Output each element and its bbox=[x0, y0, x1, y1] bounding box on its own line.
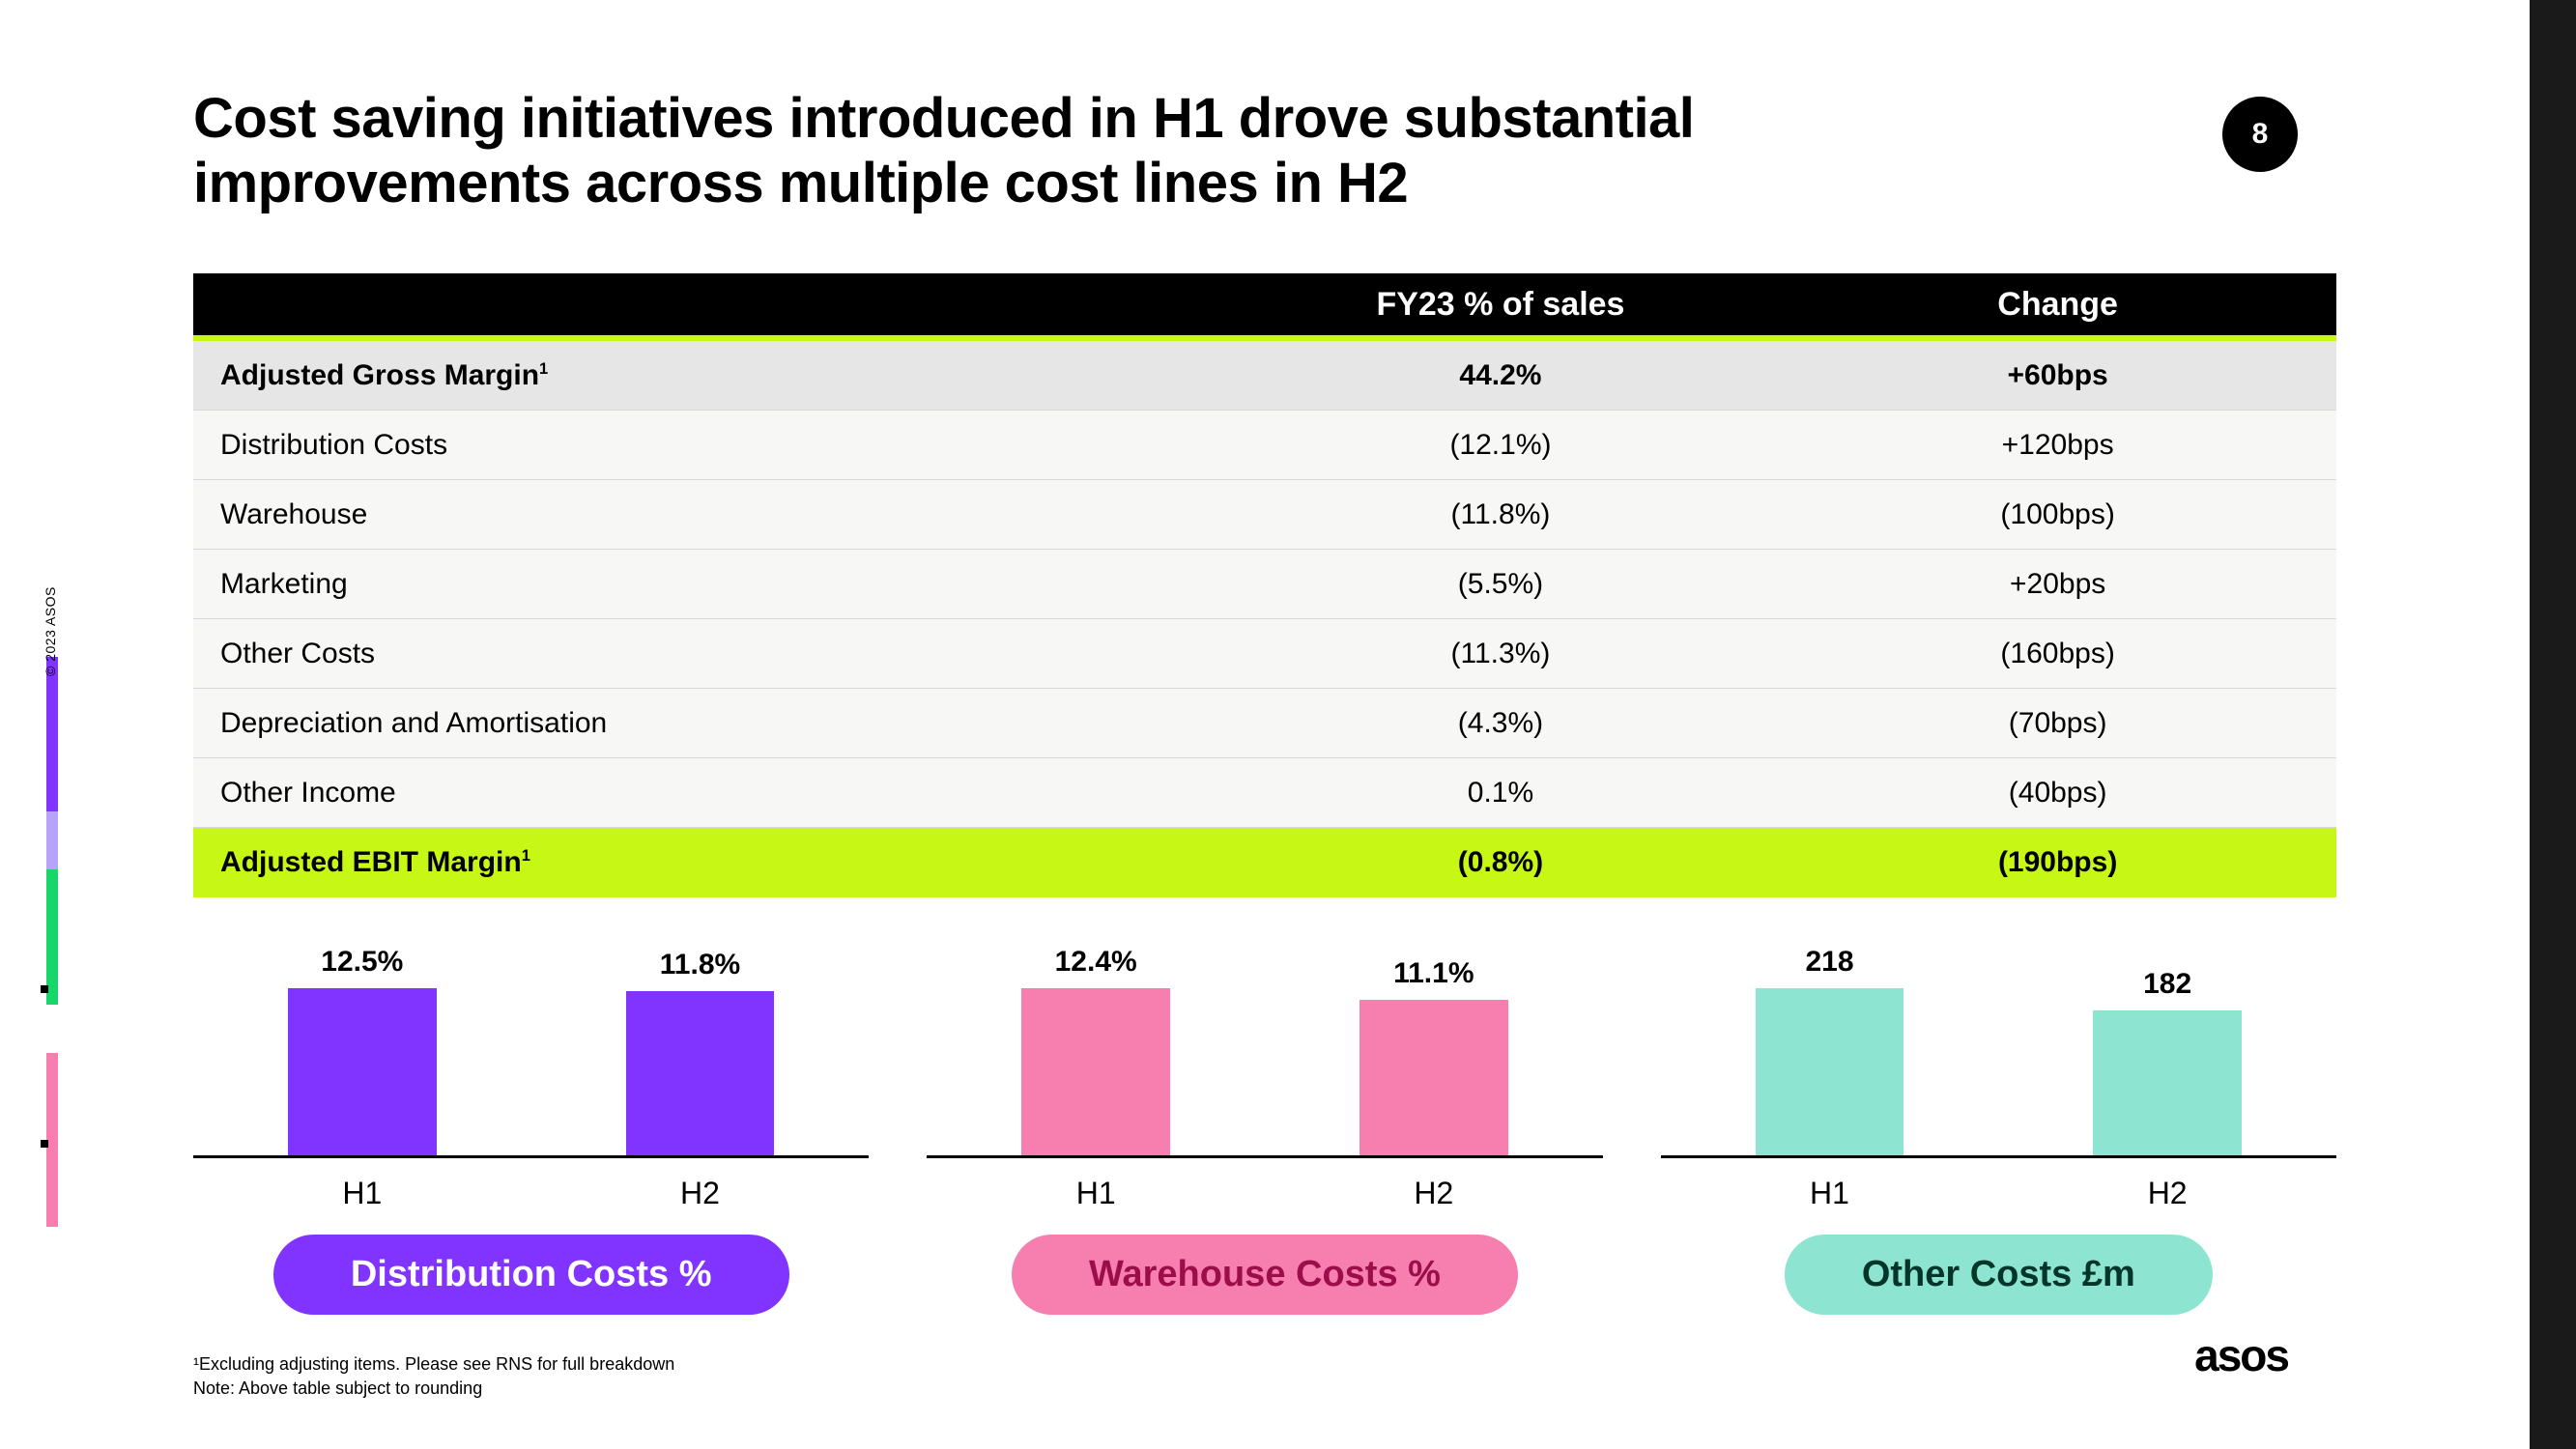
row-value: 44.2% bbox=[1222, 359, 1780, 392]
chart-xaxis: H1 H2 bbox=[927, 1176, 1602, 1211]
strip-segment bbox=[46, 1005, 58, 1053]
chart-xaxis: H1 H2 bbox=[1661, 1176, 2336, 1211]
chart-xaxis: H1 H2 bbox=[193, 1176, 869, 1211]
row-change: (70bps) bbox=[1779, 707, 2336, 740]
row-label: Other Costs bbox=[193, 638, 1222, 670]
footnote-2: Note: Above table subject to rounding bbox=[193, 1377, 674, 1401]
viewer-scrollbar[interactable] bbox=[2530, 0, 2576, 1449]
bar-group: 11.1% bbox=[1299, 946, 1569, 1155]
chart: 12.5% 11.8% H1 H2 Distribution Costs % bbox=[193, 946, 869, 1315]
bar-value-label: 182 bbox=[2143, 968, 2191, 1001]
row-change: (100bps) bbox=[1779, 498, 2336, 531]
bar-value-label: 218 bbox=[1805, 946, 1853, 979]
charts-row: 12.5%11.8%H1H2Distribution Costs %12.4%1… bbox=[193, 946, 2336, 1315]
cost-table: FY23 % of sales Change Adjusted Gross Ma… bbox=[193, 273, 2336, 897]
table-row: Distribution Costs(12.1%)+120bps bbox=[193, 411, 2336, 480]
bar bbox=[1756, 988, 1904, 1155]
table-row: Warehouse(11.8%)(100bps) bbox=[193, 480, 2336, 550]
row-change: +20bps bbox=[1779, 568, 2336, 601]
page-title: Cost saving initiatives introduced in H1… bbox=[193, 87, 2029, 215]
row-change: +120bps bbox=[1779, 429, 2336, 462]
bar bbox=[1021, 988, 1170, 1155]
bar bbox=[1360, 1000, 1508, 1155]
strip-segment bbox=[46, 869, 58, 1005]
chart-title-pill: Warehouse Costs % bbox=[1012, 1235, 1518, 1315]
bar-group: 11.8% bbox=[565, 946, 836, 1155]
xaxis-label: H1 bbox=[960, 1176, 1231, 1211]
chart-title-pill: Distribution Costs % bbox=[273, 1235, 789, 1315]
row-change: (40bps) bbox=[1779, 777, 2336, 810]
table-row: Other Costs(11.3%)(160bps) bbox=[193, 619, 2336, 689]
row-value: (0.8%) bbox=[1222, 846, 1780, 879]
row-label: Adjusted Gross Margin1 bbox=[193, 359, 1222, 392]
row-value: (11.8%) bbox=[1222, 498, 1780, 531]
row-value: (5.5%) bbox=[1222, 568, 1780, 601]
row-label: Marketing bbox=[193, 568, 1222, 601]
row-label: Distribution Costs bbox=[193, 429, 1222, 462]
bar-group: 12.4% bbox=[960, 946, 1231, 1155]
xaxis-label: H2 bbox=[1299, 1176, 1569, 1211]
chart: 218 182 H1 H2 Other Costs £m bbox=[1661, 946, 2336, 1315]
bar-group: 182 bbox=[2032, 946, 2303, 1155]
bar-group: 218 bbox=[1695, 946, 1965, 1155]
bar-value-label: 12.5% bbox=[321, 946, 403, 979]
xaxis-label: H2 bbox=[565, 1176, 836, 1211]
row-value: (11.3%) bbox=[1222, 638, 1780, 670]
side-dot bbox=[41, 1140, 48, 1148]
table-body: Adjusted Gross Margin144.2%+60bpsDistrib… bbox=[193, 341, 2336, 897]
xaxis-label: H1 bbox=[227, 1176, 498, 1211]
chart: 12.4% 11.1% H1 H2 Warehouse Costs % bbox=[927, 946, 1602, 1315]
footnotes: ¹Excluding adjusting items. Please see R… bbox=[193, 1352, 674, 1401]
bar-value-label: 11.8% bbox=[660, 949, 740, 981]
page-number-badge: 8 bbox=[2222, 97, 2298, 172]
footnote-1: ¹Excluding adjusting items. Please see R… bbox=[193, 1352, 674, 1377]
bar bbox=[288, 988, 437, 1155]
brand-logo: asos bbox=[2194, 1329, 2288, 1381]
row-value: (12.1%) bbox=[1222, 429, 1780, 462]
row-value: 0.1% bbox=[1222, 777, 1780, 810]
bar-value-label: 12.4% bbox=[1055, 946, 1137, 979]
side-copyright: © 2023 ASOS bbox=[43, 586, 58, 676]
chart-plot: 12.5% 11.8% bbox=[193, 946, 869, 1158]
table-header-change: Change bbox=[1779, 286, 2336, 324]
strip-segment bbox=[46, 657, 58, 811]
table-row: Marketing(5.5%)+20bps bbox=[193, 550, 2336, 619]
side-dot bbox=[41, 985, 48, 993]
table-header-sales: FY23 % of sales bbox=[1222, 286, 1780, 324]
table-row: Adjusted EBIT Margin1(0.8%)(190bps) bbox=[193, 828, 2336, 897]
row-change: (160bps) bbox=[1779, 638, 2336, 670]
row-label: Depreciation and Amortisation bbox=[193, 707, 1222, 740]
xaxis-label: H1 bbox=[1695, 1176, 1965, 1211]
row-change: (190bps) bbox=[1779, 846, 2336, 879]
chart-title-pill: Other Costs £m bbox=[1785, 1235, 2213, 1315]
row-label: Warehouse bbox=[193, 498, 1222, 531]
xaxis-label: H2 bbox=[2032, 1176, 2303, 1211]
row-label: Adjusted EBIT Margin1 bbox=[193, 846, 1222, 879]
side-color-strip bbox=[46, 657, 58, 1275]
table-header-row: FY23 % of sales Change bbox=[193, 273, 2336, 341]
slide-page: Cost saving initiatives introduced in H1… bbox=[0, 0, 2530, 1449]
row-change: +60bps bbox=[1779, 359, 2336, 392]
bar-value-label: 11.1% bbox=[1393, 957, 1474, 990]
table-row: Adjusted Gross Margin144.2%+60bps bbox=[193, 341, 2336, 411]
chart-plot: 218 182 bbox=[1661, 946, 2336, 1158]
row-value: (4.3%) bbox=[1222, 707, 1780, 740]
bar bbox=[626, 991, 775, 1155]
row-label: Other Income bbox=[193, 777, 1222, 810]
chart-plot: 12.4% 11.1% bbox=[927, 946, 1602, 1158]
table-row: Other Income0.1%(40bps) bbox=[193, 758, 2336, 828]
bar-group: 12.5% bbox=[227, 946, 498, 1155]
bar bbox=[2093, 1010, 2242, 1155]
strip-segment bbox=[46, 811, 58, 869]
table-row: Depreciation and Amortisation(4.3%)(70bp… bbox=[193, 689, 2336, 758]
